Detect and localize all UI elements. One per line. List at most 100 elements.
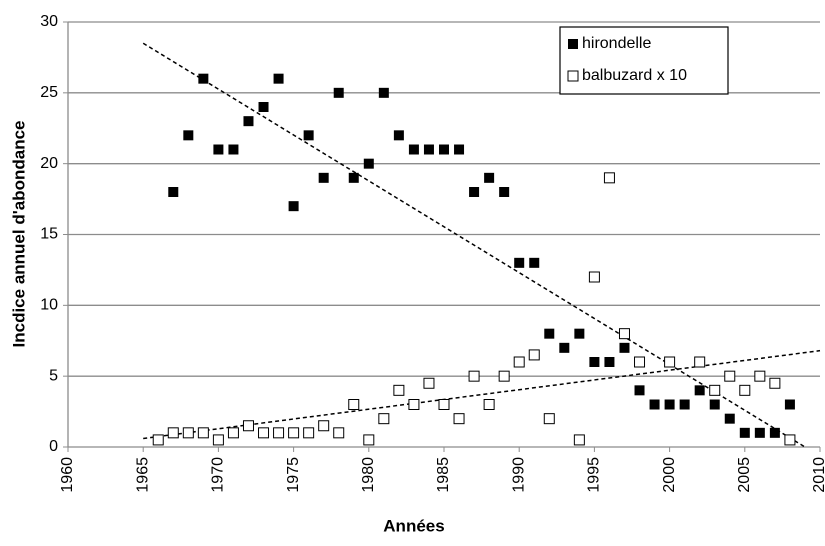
point	[469, 187, 480, 197]
point	[423, 377, 435, 389]
x-tick-label: 1995	[586, 457, 603, 493]
point	[423, 144, 434, 155]
point	[664, 356, 676, 368]
point	[363, 158, 374, 169]
x-tick-label: 2005	[736, 457, 753, 493]
point	[664, 399, 675, 410]
point	[273, 427, 285, 439]
point	[739, 384, 751, 396]
legend-box	[559, 26, 729, 95]
point	[318, 172, 329, 183]
point	[769, 427, 780, 438]
point	[303, 130, 314, 141]
point	[288, 201, 299, 212]
x-tick-label: 2010	[811, 457, 825, 493]
x-axis-title: Années	[383, 516, 444, 535]
point	[183, 130, 194, 141]
point	[212, 434, 224, 446]
point	[198, 73, 209, 84]
x-tick-label: 1980	[360, 457, 377, 493]
point	[754, 370, 766, 382]
point	[709, 384, 721, 396]
point	[273, 73, 284, 84]
point	[393, 130, 404, 141]
point	[499, 187, 510, 197]
point	[182, 427, 194, 439]
point	[303, 427, 315, 439]
point	[408, 144, 419, 155]
x-tick-label: 1965	[134, 457, 151, 493]
point	[333, 87, 344, 98]
point	[258, 427, 270, 439]
point	[513, 356, 525, 368]
point	[439, 144, 449, 155]
point	[498, 370, 510, 382]
point	[529, 257, 540, 268]
point	[724, 370, 736, 382]
trendline	[142, 42, 806, 448]
point	[378, 87, 389, 98]
y-tick-label: 15	[40, 226, 58, 243]
x-tick-label: 2000	[661, 457, 678, 493]
point	[454, 144, 465, 155]
point	[574, 328, 585, 339]
point	[258, 102, 269, 112]
point	[213, 144, 224, 155]
point	[333, 427, 345, 439]
point	[168, 187, 179, 197]
point	[167, 427, 179, 439]
point	[363, 434, 375, 446]
point	[619, 342, 630, 353]
point	[573, 434, 585, 446]
point	[754, 427, 765, 438]
point	[769, 377, 781, 389]
y-axis-title: Incdice annuel d'abondance	[9, 121, 28, 348]
point	[604, 357, 615, 367]
y-tick-label: 10	[40, 297, 58, 314]
x-tick-label: 1960	[59, 457, 76, 493]
trendline	[143, 349, 821, 440]
point	[393, 384, 405, 396]
y-tick-label: 25	[40, 84, 58, 101]
point	[649, 399, 660, 410]
point	[544, 328, 555, 339]
point	[514, 257, 525, 268]
legend-label: balbuzard x 10	[582, 67, 687, 84]
point	[484, 172, 495, 183]
point	[588, 271, 600, 283]
y-tick-label: 30	[40, 13, 58, 30]
x-tick-label: 1975	[285, 457, 302, 493]
point	[453, 413, 465, 425]
legend-marker	[568, 39, 578, 49]
y-tick-label: 20	[40, 155, 58, 172]
x-tick-label: 1970	[210, 457, 227, 493]
point	[348, 399, 360, 410]
point	[634, 356, 646, 368]
x-tick-label: 1985	[435, 457, 452, 493]
y-tick-label: 0	[49, 438, 58, 455]
point	[227, 427, 239, 439]
point	[242, 420, 254, 432]
point	[528, 349, 540, 361]
point	[634, 385, 645, 396]
point	[318, 420, 330, 432]
point	[197, 427, 209, 439]
point	[408, 399, 420, 410]
point	[739, 427, 750, 438]
point	[348, 172, 359, 183]
point	[784, 399, 795, 410]
y-tick-label: 5	[49, 367, 58, 384]
point	[603, 172, 615, 184]
point	[243, 116, 254, 127]
point	[468, 370, 480, 382]
point	[589, 357, 600, 367]
legend-marker	[567, 70, 579, 82]
point	[618, 328, 630, 340]
point	[694, 356, 706, 368]
point	[784, 434, 796, 446]
point	[483, 399, 495, 410]
legend-label: hirondelle	[582, 35, 651, 52]
point	[559, 342, 570, 353]
point	[709, 399, 720, 410]
